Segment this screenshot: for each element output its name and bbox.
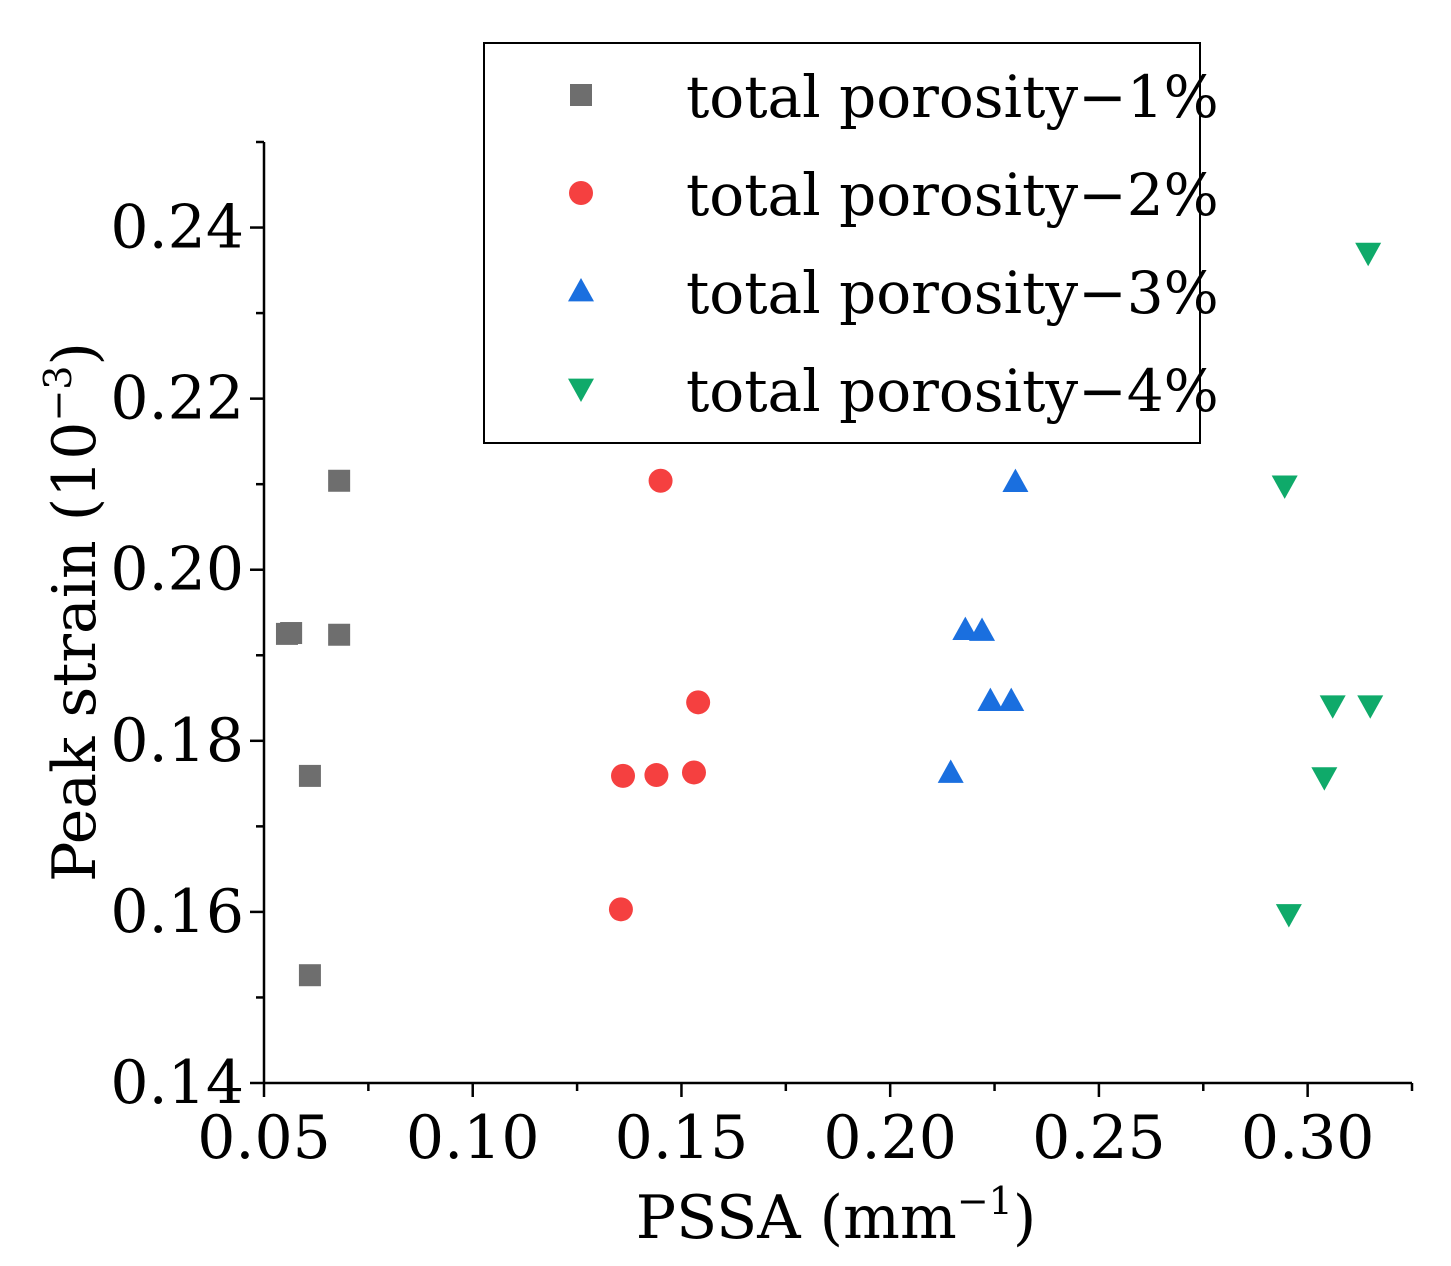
legend-label: total porosity−2%	[686, 161, 1219, 229]
legend-label: total porosity−1%	[686, 63, 1219, 131]
y-axis-title: Peak strain (10−3)	[36, 342, 110, 882]
y-tick-label: 0.22	[110, 364, 244, 434]
axes	[262, 142, 1412, 1085]
data-points	[275, 242, 1384, 987]
data-point	[977, 687, 1004, 712]
legend-label: total porosity−3%	[686, 259, 1219, 327]
x-tick-label: 0.05	[197, 1103, 331, 1173]
data-point	[969, 617, 996, 641]
ticks: 0.05 0.10 0.15 0.20 0.25 0.30 0.14 0.16 0.18 0.20…	[110, 140, 1414, 1173]
data-point	[648, 468, 673, 493]
y-tick-label: 0.18	[110, 706, 244, 776]
y-tick-label: 0.14	[110, 1048, 244, 1118]
data-point	[328, 469, 351, 492]
data-point	[298, 764, 321, 787]
x-axis-title: PSSA (mm−1)	[636, 1179, 1037, 1253]
data-point	[998, 687, 1025, 712]
data-point	[298, 964, 321, 987]
y-tick-label: 0.24	[110, 193, 244, 263]
legend: total porosity−1% total porosity−2% total …	[483, 42, 1219, 444]
data-point	[608, 897, 633, 922]
data-point	[1357, 695, 1384, 719]
x-tick-label: 0.30	[1241, 1103, 1375, 1173]
y-tick-label: 0.20	[110, 535, 244, 605]
data-point	[280, 622, 303, 645]
data-point	[1275, 904, 1302, 928]
data-point	[611, 763, 636, 788]
legend-marker	[568, 278, 594, 302]
data-point	[952, 616, 979, 641]
data-point	[1271, 475, 1298, 499]
data-point	[328, 623, 351, 646]
legend-box	[483, 42, 1201, 444]
x-tick-label: 0.15	[615, 1103, 749, 1173]
data-point	[644, 763, 669, 788]
x-tick-label: 0.20	[823, 1103, 957, 1173]
data-point	[1355, 242, 1382, 267]
data-point	[686, 690, 711, 715]
y-tick-label: 0.16	[110, 877, 244, 947]
x-tick-label: 0.25	[1032, 1103, 1166, 1173]
legend-label: total porosity−4%	[686, 357, 1219, 425]
data-point	[937, 759, 964, 783]
legend-marker	[568, 378, 594, 402]
data-point	[1002, 468, 1029, 493]
x-tick-label: 0.10	[406, 1103, 540, 1173]
data-point	[1319, 695, 1346, 719]
data-point	[681, 760, 706, 785]
legend-marker	[570, 84, 592, 106]
data-point	[1311, 767, 1338, 791]
legend-marker	[569, 181, 593, 205]
